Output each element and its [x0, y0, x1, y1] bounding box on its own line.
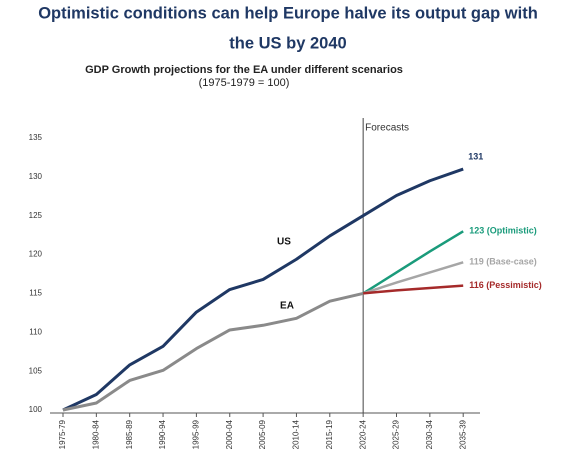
series-line	[363, 284, 464, 295]
chart-subtitle-note: (1975-1979 = 100)	[199, 77, 290, 89]
y-tick-label: 110	[29, 327, 42, 336]
chart-title: the US by 2040	[229, 34, 346, 52]
x-tick-label: 2015-19	[325, 419, 334, 449]
series-label: US	[277, 237, 291, 248]
x-tick-label: 2020-24	[358, 419, 367, 449]
x-tick-label: 1995-99	[192, 419, 201, 449]
x-tick-label: 2010-14	[292, 419, 301, 449]
series-line	[62, 167, 464, 412]
y-tick-label: 135	[29, 133, 43, 142]
y-tick-label: 100	[29, 405, 43, 414]
series-line	[362, 261, 464, 295]
end-label: 131	[468, 151, 483, 161]
y-tick-label: 105	[29, 366, 43, 375]
x-tick-label: 1990-94	[158, 419, 167, 449]
chart-title: Optimistic conditions can help Europe ha…	[38, 4, 538, 22]
annotation: Forecasts	[365, 123, 409, 134]
x-tick-label: 1985-89	[125, 419, 134, 449]
x-tick-label: 2025-29	[392, 419, 401, 449]
x-tick-label: 1975-79	[58, 419, 67, 449]
end-label: 119 (Base-case)	[469, 257, 537, 267]
x-tick-label: 2035-39	[458, 419, 467, 449]
y-tick-label: 120	[29, 250, 43, 259]
x-tick-label: 2030-34	[425, 419, 434, 449]
series-line	[62, 291, 364, 412]
y-tick-label: 115	[29, 289, 42, 298]
x-tick-label: 2005-09	[258, 419, 267, 449]
series-line	[362, 230, 464, 295]
x-tick-label: 2000-04	[225, 419, 234, 449]
y-tick-label: 130	[29, 172, 43, 181]
end-label: 116 (Pessimistic)	[469, 280, 542, 290]
y-tick-label: 125	[29, 211, 43, 220]
series-label: EA	[280, 301, 294, 312]
chart-subtitle: GDP Growth projections for the EA under …	[85, 64, 403, 76]
x-tick-label: 1980-84	[91, 419, 100, 449]
end-label: 123 (Optimistic)	[469, 226, 537, 236]
